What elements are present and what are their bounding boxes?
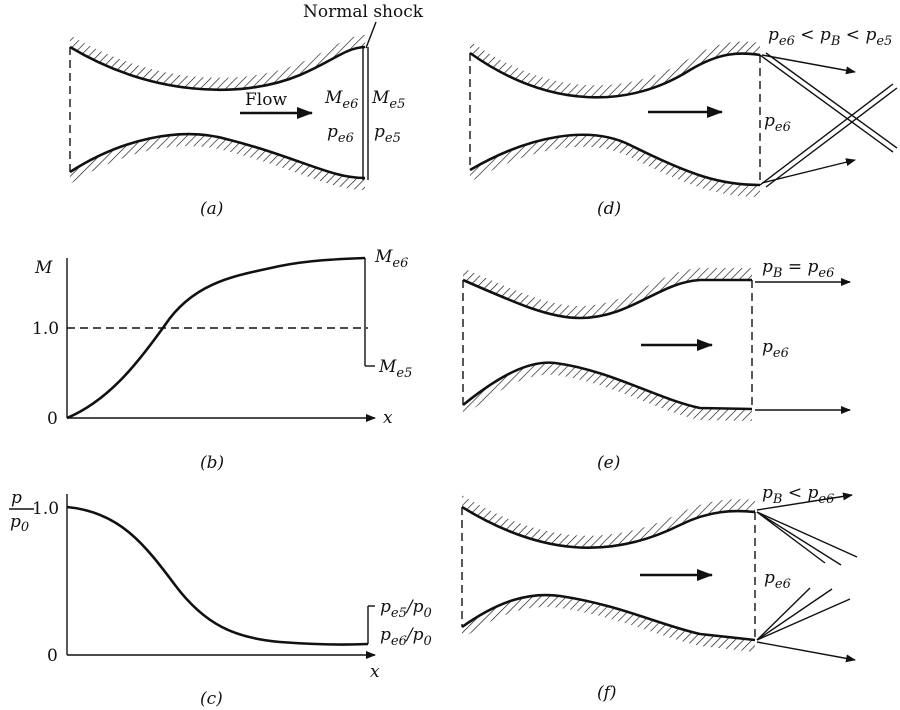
panel-c-end-high: pe5/p0 (380, 597, 432, 621)
panel-d-caption: (d) (597, 199, 621, 219)
panel-b-mach-curve (66, 256, 366, 420)
panel-f-fan-bot-2 (756, 588, 833, 641)
panel-d-upper-wall (469, 51, 761, 99)
panel-f-upper-hatch (462, 495, 755, 548)
panel-f-exit-pressure: pe6 (764, 568, 791, 592)
panel-b-tick-one: 1.0 (32, 319, 59, 339)
panel-c-caption: (c) (200, 689, 223, 709)
panel-b-tick-zero: 0 (47, 409, 58, 429)
panel-f-lower-wall (461, 593, 756, 642)
panel-a-lower-hatch (70, 134, 365, 190)
panel-c-y-label-num: p (11, 488, 22, 508)
panel-e-lower-wall (462, 361, 753, 411)
panel-d-shock-2b (765, 87, 898, 188)
panel-f-fan-top-3 (756, 511, 858, 558)
panel-a-upper-hatch (70, 35, 365, 90)
panel-d-shock-2a (759, 83, 894, 186)
panel-a-shock-pointer (365, 21, 377, 49)
panel-a-p-upstream: pe6 (327, 122, 354, 146)
panel-d-exit-pressure: pe6 (764, 111, 791, 135)
panel-f-fan-bot-1 (756, 587, 811, 641)
panel-b-x-label: x (383, 408, 393, 428)
panel-d-shock-1b (765, 52, 898, 149)
panel-a-flow-label: Flow (245, 90, 287, 110)
panel-e-upper-hatch (463, 268, 752, 318)
panel-d-condition: pe6 < pB < pe5 (768, 25, 892, 49)
panel-c-pressure-curve (66, 505, 369, 646)
panel-e-condition: pB = pe6 (762, 257, 834, 281)
panel-a-upper-wall (69, 45, 366, 92)
panel-e-exit-pressure: pe6 (762, 337, 789, 361)
panel-f-expansion-waves: pB < pe6 pe6 (f) (461, 483, 858, 703)
panel-d-oblique-shocks: pe6 < pB < pe5 pe6 (d) (469, 25, 898, 219)
panel-a-m-upstream: Me6 (324, 88, 358, 112)
panel-e-upper-wall (462, 278, 752, 320)
panel-a-m-downstream: Me5 (371, 88, 405, 112)
panel-a-caption: (a) (200, 199, 223, 219)
panel-a-nozzle: Normal shock Flow Me6 Me5 pe6 pe5 (a) (69, 2, 424, 219)
panel-b-caption: (b) (200, 453, 224, 473)
panel-b-mach-plot: M x 1.0 0 Me6 Me5 (b) (32, 247, 412, 473)
panel-c-pressure-plot: p p0 1.0 0 x pe5/p0 pe6/p0 (c) (9, 488, 432, 709)
panel-a-lower-wall (69, 132, 366, 180)
panel-c-tick-one: 1.0 (32, 499, 59, 519)
panel-e-lower-hatch (463, 362, 752, 421)
panel-f-condition: pB < pe6 (762, 483, 834, 507)
panel-c-x-label: x (370, 662, 380, 682)
panel-f-lower-hatch (462, 595, 755, 652)
panel-f-fan-top-1 (756, 511, 826, 564)
panel-f-streamline-top (756, 492, 853, 511)
panel-d-upper-hatch (470, 41, 760, 98)
panel-e-design-condition: pB = pe6 pe6 (e) (462, 257, 851, 473)
panel-a-p-downstream: pe5 (374, 122, 401, 146)
panel-b-end-high: Me6 (374, 247, 408, 271)
panel-b-y-label: M (34, 258, 53, 278)
panel-d-lower-hatch (470, 134, 760, 197)
panel-d-lower-wall (469, 133, 761, 187)
panel-e-caption: (e) (597, 453, 620, 473)
panel-f-upper-wall (461, 505, 756, 550)
panel-d-shock-1a (759, 54, 894, 153)
panel-f-fan-top-2 (756, 511, 842, 566)
panel-c-y-label-den: p0 (10, 512, 29, 535)
panel-b-end-low: Me5 (378, 357, 412, 381)
panel-f-caption: (f) (597, 683, 617, 703)
panel-c-tick-zero: 0 (47, 646, 58, 666)
panel-c-end-low: pe6/p0 (380, 625, 432, 649)
panel-a-shock-label: Normal shock (303, 2, 424, 22)
panel-d-streamline-top (761, 54, 856, 75)
panel-f-streamline-bottom (756, 641, 856, 663)
panel-d-streamline-bottom (761, 158, 856, 184)
panel-f-fan-bot-3 (756, 598, 851, 641)
